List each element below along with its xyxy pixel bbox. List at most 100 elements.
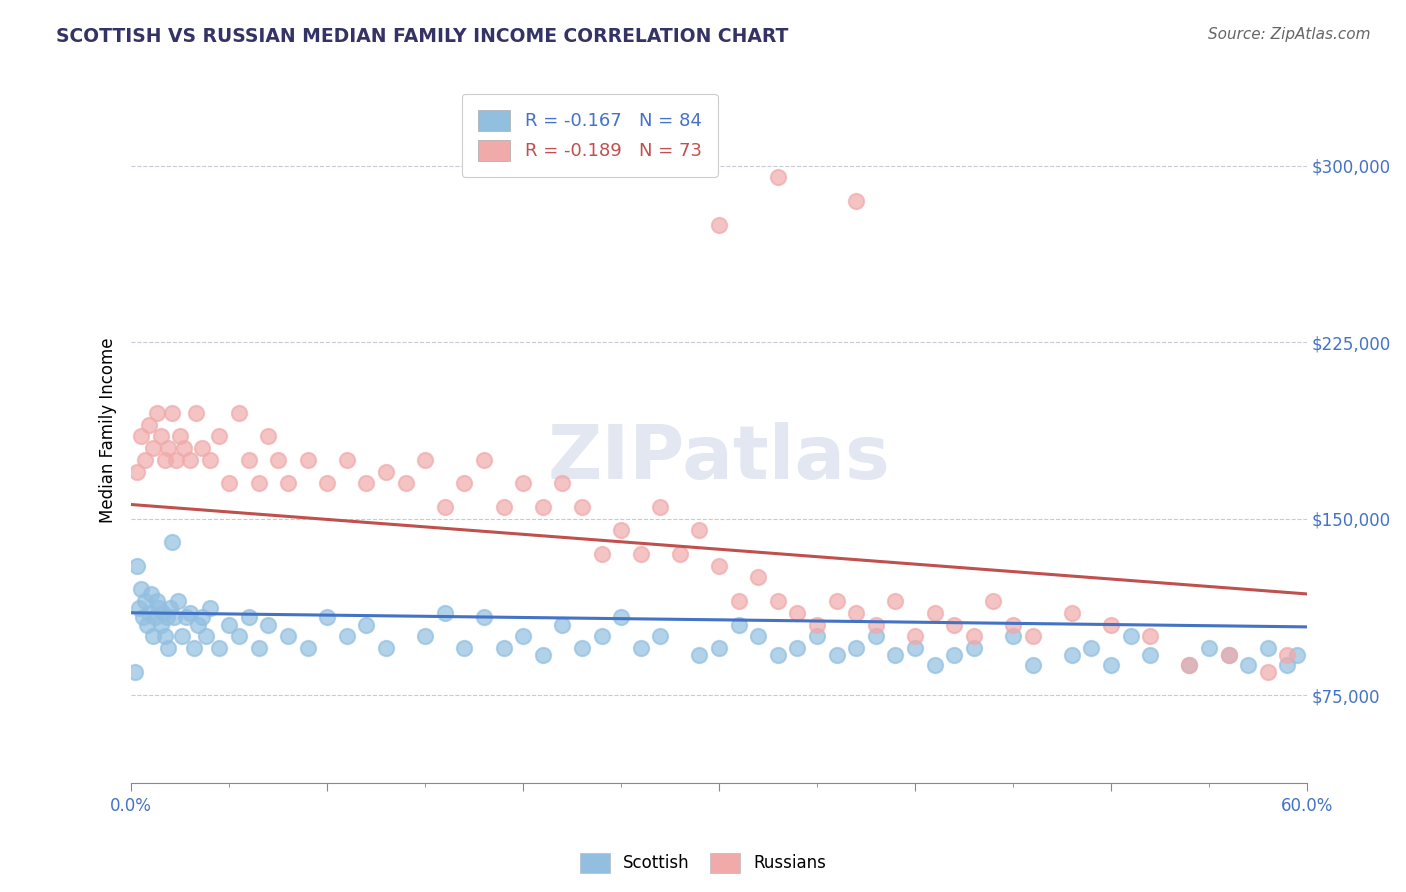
Point bbox=[650, 500, 672, 514]
Point bbox=[551, 476, 574, 491]
Point bbox=[132, 610, 155, 624]
Point bbox=[591, 547, 613, 561]
Point bbox=[531, 500, 554, 514]
Point bbox=[1099, 617, 1122, 632]
Point bbox=[124, 665, 146, 679]
Point bbox=[747, 629, 769, 643]
Point bbox=[163, 610, 186, 624]
Point bbox=[184, 406, 207, 420]
Point bbox=[277, 629, 299, 643]
Point bbox=[766, 594, 789, 608]
Legend: R = -0.167   N = 84, R = -0.189   N = 73: R = -0.167 N = 84, R = -0.189 N = 73 bbox=[461, 94, 718, 177]
Point bbox=[472, 610, 495, 624]
Point bbox=[162, 406, 184, 420]
Point bbox=[208, 429, 231, 443]
Point bbox=[845, 194, 868, 208]
Point bbox=[297, 452, 319, 467]
Point bbox=[472, 452, 495, 467]
Point bbox=[884, 594, 907, 608]
Point bbox=[191, 610, 214, 624]
Point bbox=[1080, 641, 1102, 656]
Point bbox=[157, 441, 180, 455]
Point bbox=[174, 610, 197, 624]
Point bbox=[924, 657, 946, 672]
Point bbox=[194, 629, 217, 643]
Point bbox=[138, 417, 160, 432]
Point bbox=[129, 429, 152, 443]
Legend: Scottish, Russians: Scottish, Russians bbox=[574, 847, 832, 880]
Point bbox=[198, 452, 221, 467]
Point bbox=[149, 617, 172, 632]
Point bbox=[179, 606, 201, 620]
Point bbox=[1257, 665, 1279, 679]
Point bbox=[727, 617, 749, 632]
Point bbox=[127, 558, 149, 573]
Point bbox=[394, 476, 416, 491]
Point bbox=[806, 629, 828, 643]
Point bbox=[825, 594, 848, 608]
Point bbox=[1198, 641, 1220, 656]
Text: ZIPatlas: ZIPatlas bbox=[548, 422, 890, 495]
Text: Source: ZipAtlas.com: Source: ZipAtlas.com bbox=[1208, 27, 1371, 42]
Point bbox=[1021, 629, 1043, 643]
Point bbox=[845, 641, 868, 656]
Point bbox=[1277, 657, 1299, 672]
Point bbox=[963, 641, 986, 656]
Point bbox=[610, 610, 633, 624]
Point bbox=[650, 629, 672, 643]
Point bbox=[257, 429, 280, 443]
Point bbox=[142, 441, 165, 455]
Point bbox=[145, 406, 167, 420]
Point bbox=[129, 582, 152, 597]
Point bbox=[512, 476, 534, 491]
Point bbox=[786, 641, 808, 656]
Point bbox=[277, 476, 299, 491]
Point bbox=[191, 441, 214, 455]
Point bbox=[162, 535, 184, 549]
Point bbox=[707, 218, 730, 232]
Text: SCOTTISH VS RUSSIAN MEDIAN FAMILY INCOME CORRELATION CHART: SCOTTISH VS RUSSIAN MEDIAN FAMILY INCOME… bbox=[56, 27, 789, 45]
Point bbox=[707, 558, 730, 573]
Point bbox=[1178, 657, 1201, 672]
Point bbox=[208, 641, 231, 656]
Point bbox=[983, 594, 1005, 608]
Point bbox=[512, 629, 534, 643]
Point bbox=[267, 452, 290, 467]
Point bbox=[134, 594, 156, 608]
Point bbox=[1060, 648, 1083, 662]
Point bbox=[747, 570, 769, 584]
Point bbox=[688, 648, 710, 662]
Point bbox=[128, 601, 150, 615]
Point bbox=[316, 476, 339, 491]
Point bbox=[1060, 606, 1083, 620]
Point bbox=[257, 617, 280, 632]
Point bbox=[145, 594, 167, 608]
Point bbox=[165, 452, 187, 467]
Point bbox=[453, 476, 475, 491]
Point bbox=[336, 452, 359, 467]
Point bbox=[169, 429, 191, 443]
Point bbox=[238, 452, 260, 467]
Point bbox=[766, 648, 789, 662]
Point bbox=[155, 610, 177, 624]
Point bbox=[218, 476, 240, 491]
Point bbox=[433, 500, 456, 514]
Point bbox=[247, 476, 270, 491]
Point bbox=[1237, 657, 1260, 672]
Point bbox=[630, 641, 652, 656]
Point bbox=[127, 465, 149, 479]
Point bbox=[1139, 629, 1161, 643]
Point bbox=[1099, 657, 1122, 672]
Point bbox=[173, 441, 195, 455]
Point bbox=[669, 547, 692, 561]
Point bbox=[159, 601, 181, 615]
Point bbox=[356, 617, 378, 632]
Point bbox=[375, 465, 398, 479]
Point bbox=[157, 641, 180, 656]
Point bbox=[1178, 657, 1201, 672]
Point bbox=[1218, 648, 1240, 662]
Point bbox=[707, 641, 730, 656]
Point bbox=[884, 648, 907, 662]
Point bbox=[825, 648, 848, 662]
Point bbox=[179, 452, 201, 467]
